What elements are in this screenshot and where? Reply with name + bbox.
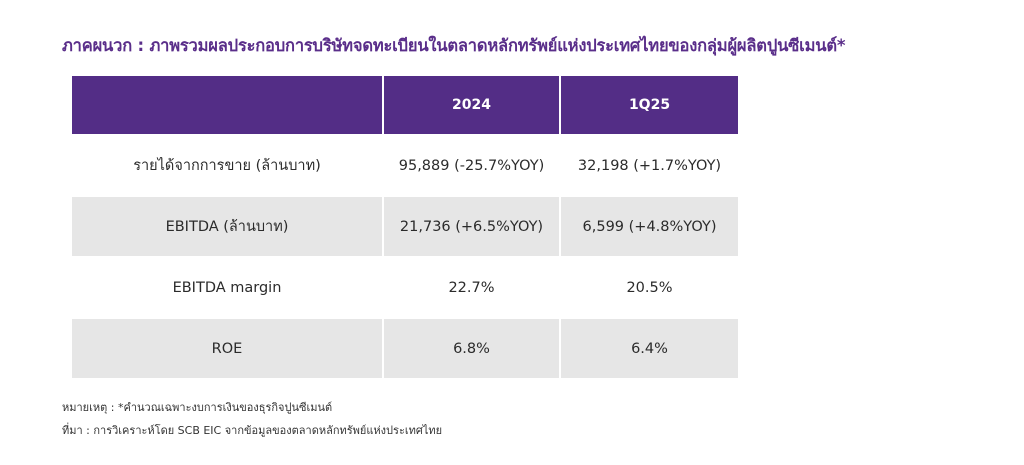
- row-label: EBITDA (ล้านบาท): [72, 197, 382, 256]
- row-value-1q25: 6.4%: [561, 319, 738, 378]
- table-row: รายได้จากการขาย (ล้านบาท) 95,889 (-25.7%…: [72, 136, 738, 195]
- row-value-2024: 21,736 (+6.5%YOY): [384, 197, 559, 256]
- footnotes: หมายเหตุ : *คำนวณเฉพาะงบการเงินของธุรกิจ…: [62, 396, 442, 442]
- row-value-2024: 22.7%: [448, 279, 495, 296]
- row-value-1q25: 20.5%: [626, 279, 673, 296]
- row-value-1q25: 32,198 (+1.7%YOY): [577, 157, 722, 174]
- table-row: EBITDA margin 22.7% 20.5%: [72, 258, 738, 317]
- row-value-2024: 95,889 (-25.7%YOY): [398, 157, 545, 174]
- header-cell-label: [72, 76, 382, 134]
- row-value-1q25: 6,599 (+4.8%YOY): [561, 197, 738, 256]
- header-cell-2024: 2024: [384, 76, 559, 134]
- row-label: ROE: [72, 319, 382, 378]
- source-note: ที่มา : การวิเคราะห์โดย SCB EIC จากข้อมู…: [62, 424, 443, 437]
- header-cell-1q25: 1Q25: [561, 76, 738, 134]
- row-value-2024: 6.8%: [384, 319, 559, 378]
- table-header-row: 2024 1Q25: [72, 76, 738, 134]
- table-row: EBITDA (ล้านบาท) 21,736 (+6.5%YOY) 6,599…: [72, 197, 738, 256]
- page-title: ภาคผนวก : ภาพรวมผลประกอบการบริษัทจดทะเบี…: [62, 36, 846, 55]
- row-label: รายได้จากการขาย (ล้านบาท): [133, 158, 321, 174]
- remark-note: หมายเหตุ : *คำนวณเฉพาะงบการเงินของธุรกิจ…: [62, 401, 333, 414]
- table-row: ROE 6.8% 6.4%: [72, 319, 738, 378]
- row-label: EBITDA margin: [172, 279, 282, 296]
- results-table: 2024 1Q25 รายได้จากการขาย (ล้านบาท) 95,8…: [72, 76, 738, 380]
